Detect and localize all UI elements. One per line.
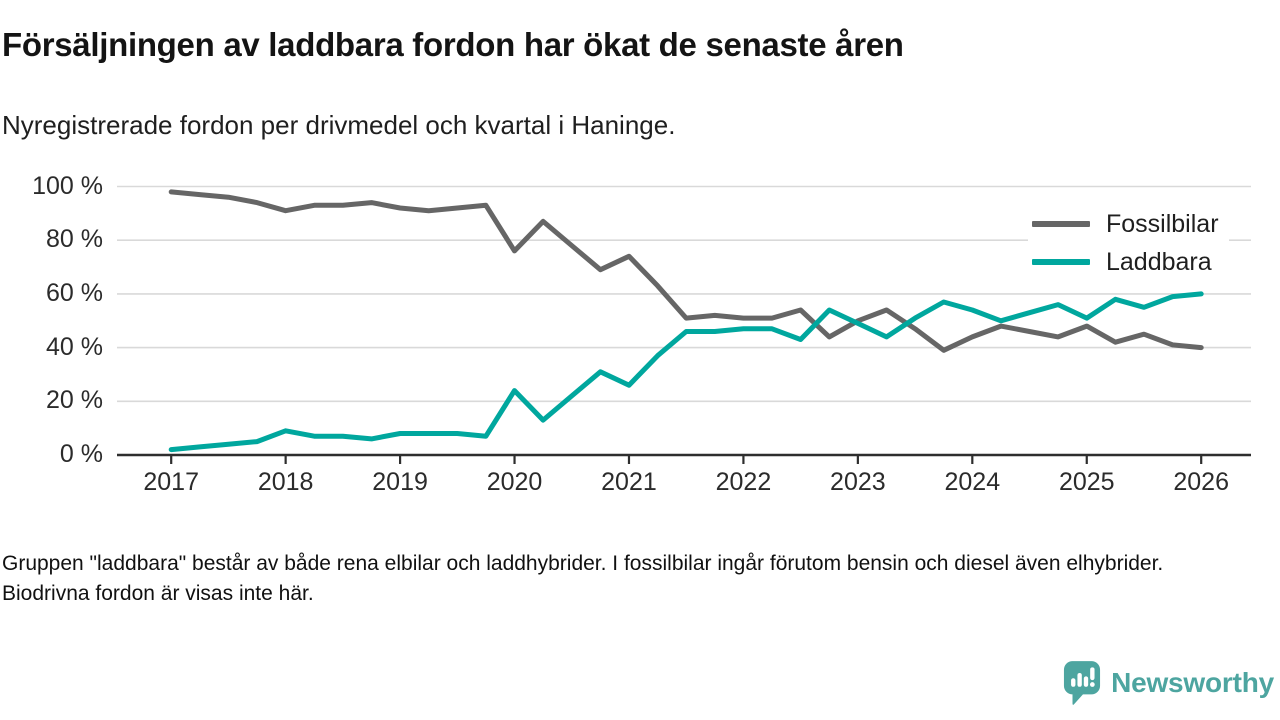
legend-item-laddbara: Laddbara bbox=[1032, 243, 1219, 281]
newsworthy-speech-bubble-bar-chart-icon bbox=[1064, 661, 1101, 705]
chart-gridlines bbox=[117, 185, 1251, 464]
page-subtitle: Nyregistrerade fordon per drivmedel och … bbox=[2, 110, 676, 140]
legend-label-fossilbilar: Fossilbilar bbox=[1106, 209, 1219, 238]
x-axis-tick-label: 2021 bbox=[601, 468, 657, 496]
legend-item-fossilbilar: Fossilbilar bbox=[1032, 205, 1219, 243]
x-axis-tick-label: 2020 bbox=[486, 468, 543, 496]
laddbara-line-swatch bbox=[1032, 259, 1090, 265]
x-axis-tick-label: 2026 bbox=[1173, 468, 1229, 496]
x-axis-tick-label: 2023 bbox=[830, 468, 886, 496]
logo-text: Newsworthy bbox=[1111, 667, 1274, 698]
x-axis-tick-label: 2018 bbox=[257, 468, 314, 496]
x-axis-tick-label: 2024 bbox=[944, 468, 1001, 496]
footnote: Gruppen "laddbara" består av både rena e… bbox=[2, 552, 1164, 605]
x-axis-tick-label: 2022 bbox=[715, 468, 772, 496]
chart-series bbox=[168, 189, 1204, 453]
y-axis-tick-label: 80 % bbox=[46, 225, 103, 254]
x-axis-tick-label: 2017 bbox=[143, 468, 199, 496]
y-axis-tick-label: 20 % bbox=[46, 386, 103, 415]
newsworthy-logo: Newsworthy bbox=[1063, 660, 1274, 706]
fossilbilar-line bbox=[168, 189, 1204, 353]
laddbara-line bbox=[168, 291, 1204, 453]
chart-legend: Fossilbilar Laddbara bbox=[1028, 203, 1229, 283]
page-title: Försäljningen av laddbara fordon har öka… bbox=[2, 26, 904, 63]
x-axis-tick-label: 2019 bbox=[372, 468, 428, 496]
y-axis-tick-label: 0 % bbox=[59, 440, 103, 468]
fossilbilar-line-swatch bbox=[1032, 221, 1090, 227]
x-axis-tick-label: 2025 bbox=[1058, 468, 1115, 496]
legend-label-laddbara: Laddbara bbox=[1106, 247, 1212, 276]
y-axis-tick-label: 40 % bbox=[46, 332, 103, 361]
y-axis-tick-label: 100 % bbox=[32, 171, 103, 200]
y-axis-tick-label: 60 % bbox=[46, 278, 103, 307]
